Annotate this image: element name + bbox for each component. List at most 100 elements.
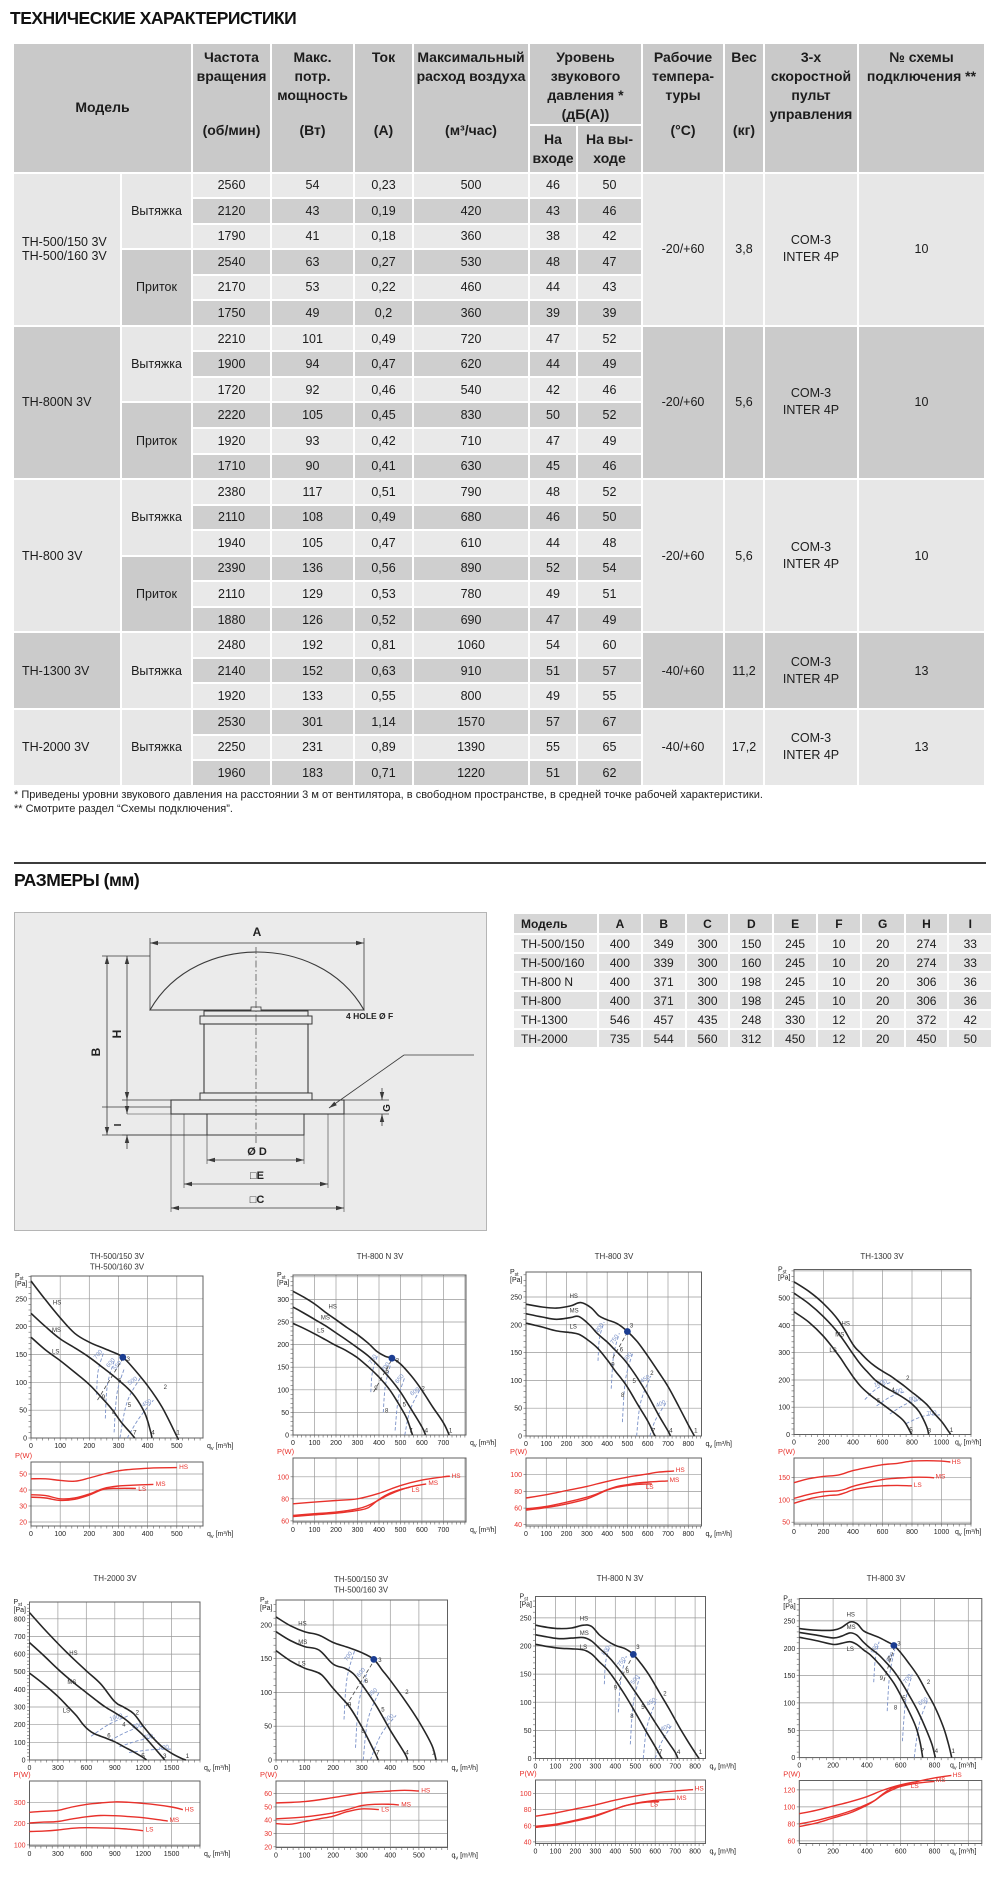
svg-text:MS: MS — [321, 1316, 330, 1322]
svg-text:50: 50 — [19, 1472, 27, 1479]
svg-text:HS: HS — [842, 1321, 850, 1327]
svg-text:1: 1 — [432, 1750, 436, 1757]
svg-text:200: 200 — [83, 1443, 95, 1450]
svg-text:LS: LS — [914, 1482, 923, 1489]
svg-text:1500: 1500 — [164, 1851, 180, 1858]
svg-text:MS: MS — [580, 1631, 589, 1637]
svg-text:0: 0 — [524, 1531, 528, 1538]
svg-text:500: 500 — [384, 1713, 396, 1723]
svg-text:0: 0 — [28, 1765, 32, 1772]
svg-text:800: 800 — [689, 1764, 701, 1771]
svg-text:100: 100 — [299, 1765, 311, 1772]
svg-text:qv [m³/h]: qv [m³/h] — [204, 1765, 231, 1774]
svg-text:0: 0 — [797, 1849, 801, 1856]
svg-text:80: 80 — [524, 1807, 532, 1814]
svg-text:0: 0 — [274, 1853, 278, 1860]
svg-text:300: 300 — [52, 1765, 64, 1772]
svg-text:8: 8 — [112, 1410, 116, 1416]
svg-text:qv [m³/h]: qv [m³/h] — [950, 1849, 977, 1858]
svg-text:100: 100 — [540, 1531, 552, 1538]
svg-text:700: 700 — [669, 1849, 681, 1856]
svg-text:100: 100 — [14, 1842, 26, 1849]
svg-text:5: 5 — [641, 1705, 645, 1711]
svg-text:400: 400 — [609, 1764, 621, 1771]
svg-text:1000: 1000 — [109, 1713, 124, 1723]
svg-text:H: H — [110, 1030, 124, 1039]
svg-text:HS: HS — [953, 1772, 963, 1779]
svg-text:Pst: Pst — [778, 1267, 787, 1276]
svg-text:60: 60 — [788, 1838, 796, 1845]
svg-text:2: 2 — [650, 1371, 654, 1377]
svg-text:200: 200 — [570, 1764, 582, 1771]
svg-text:500: 500 — [413, 1853, 425, 1860]
svg-text:1200: 1200 — [135, 1851, 151, 1858]
svg-text:500: 500 — [630, 1674, 641, 1686]
svg-text:800: 800 — [929, 1849, 941, 1856]
svg-text:200: 200 — [778, 1378, 790, 1385]
svg-text:550: 550 — [367, 1687, 379, 1698]
svg-text:400: 400 — [609, 1849, 621, 1856]
svg-text:800: 800 — [132, 1722, 144, 1730]
svg-text:[Pa]: [Pa] — [783, 1604, 796, 1611]
svg-text:3: 3 — [630, 1324, 634, 1330]
svg-text:2: 2 — [663, 1692, 667, 1698]
svg-text:MS: MS — [670, 1477, 680, 1484]
svg-text:200: 200 — [14, 1722, 26, 1729]
svg-text:2: 2 — [405, 1690, 409, 1696]
svg-text:500: 500 — [622, 1531, 634, 1538]
svg-text:30: 30 — [264, 1831, 272, 1838]
svg-text:700: 700 — [14, 1634, 26, 1641]
svg-text:100: 100 — [784, 1700, 796, 1707]
svg-text:7: 7 — [409, 1427, 413, 1434]
svg-text:8: 8 — [361, 1729, 365, 1735]
svg-text:Pst: Pst — [520, 1594, 529, 1603]
svg-text:0: 0 — [285, 1433, 289, 1440]
svg-text:3: 3 — [636, 1645, 640, 1651]
svg-text:HS: HS — [421, 1787, 431, 1794]
svg-text:400: 400 — [384, 1765, 396, 1772]
svg-text:TH-500/150 3V: TH-500/150 3V — [90, 1252, 145, 1261]
svg-text:LS: LS — [138, 1486, 147, 1493]
svg-text:600: 600 — [14, 1652, 26, 1659]
svg-text:150: 150 — [15, 1352, 27, 1359]
svg-text:LS: LS — [911, 1783, 920, 1790]
svg-text:600: 600 — [649, 1849, 661, 1856]
svg-text:TH-800 N 3V: TH-800 N 3V — [357, 1252, 404, 1261]
svg-text:P(W): P(W) — [510, 1447, 528, 1456]
svg-text:150: 150 — [778, 1475, 790, 1482]
svg-text:100: 100 — [14, 1740, 26, 1747]
svg-text:500: 500 — [778, 1296, 790, 1303]
svg-text:300: 300 — [352, 1440, 364, 1447]
svg-text:HS: HS — [185, 1806, 195, 1813]
svg-text:LS: LS — [63, 1708, 70, 1714]
svg-text:600: 600 — [877, 1529, 889, 1536]
svg-text:3: 3 — [897, 1642, 901, 1648]
svg-text:0: 0 — [528, 1756, 532, 1763]
svg-text:100: 100 — [550, 1764, 562, 1771]
svg-text:Pst: Pst — [783, 1596, 792, 1605]
svg-text:200: 200 — [818, 1440, 830, 1447]
svg-text:250: 250 — [277, 1320, 289, 1327]
svg-text:600: 600 — [410, 1386, 422, 1397]
svg-text:100: 100 — [277, 1474, 289, 1481]
svg-text:0: 0 — [291, 1527, 295, 1534]
svg-text:LS: LS — [381, 1807, 390, 1814]
svg-text:450: 450 — [646, 1697, 658, 1708]
svg-text:750: 750 — [368, 1353, 379, 1365]
svg-text:500: 500 — [395, 1527, 407, 1534]
svg-text:100: 100 — [520, 1791, 532, 1798]
svg-text:TH-500/150 3V: TH-500/150 3V — [334, 1575, 389, 1584]
svg-text:300: 300 — [14, 1800, 26, 1807]
svg-text:P(W): P(W) — [778, 1447, 796, 1456]
svg-text:8: 8 — [385, 1408, 389, 1414]
svg-text:TH-800 3V: TH-800 3V — [595, 1252, 634, 1261]
svg-text:2: 2 — [927, 1680, 931, 1686]
svg-text:P(W): P(W) — [277, 1447, 295, 1456]
svg-text:qv [m³/h]: qv [m³/h] — [204, 1851, 231, 1860]
svg-text:4: 4 — [891, 1388, 895, 1394]
svg-text:3: 3 — [163, 1753, 167, 1760]
svg-text:150: 150 — [784, 1673, 796, 1680]
svg-text:100: 100 — [309, 1527, 321, 1534]
svg-text:50: 50 — [788, 1728, 796, 1735]
svg-text:A: A — [253, 925, 262, 939]
